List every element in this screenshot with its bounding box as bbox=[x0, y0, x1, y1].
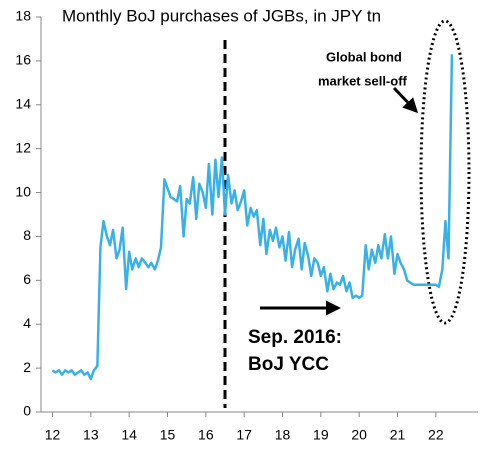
x-tick-label: 20 bbox=[351, 427, 367, 443]
annotation: BoJ YCC bbox=[248, 354, 329, 375]
x-tick-label: 22 bbox=[428, 427, 444, 443]
highlight-ellipse bbox=[419, 19, 471, 325]
annotation: Global bond bbox=[326, 49, 402, 64]
y-tick-label: 8 bbox=[23, 227, 31, 243]
y-tick-label: 0 bbox=[23, 403, 31, 419]
y-tick-label: 6 bbox=[23, 271, 31, 287]
y-tick-label: 16 bbox=[15, 52, 31, 68]
arrow bbox=[392, 86, 419, 114]
chart-title: Monthly BoJ purchases of JGBs, in JPY tn bbox=[62, 6, 381, 25]
x-tick-label: 18 bbox=[275, 427, 291, 443]
y-tick-label: 2 bbox=[23, 359, 31, 375]
x-tick-label: 15 bbox=[160, 427, 176, 443]
y-tick-label: 10 bbox=[15, 183, 31, 199]
x-tick-label: 21 bbox=[390, 427, 406, 443]
y-tick-label: 18 bbox=[15, 8, 31, 24]
x-tick-label: 16 bbox=[198, 427, 214, 443]
data-line bbox=[51, 54, 454, 381]
x-tick-label: 17 bbox=[236, 427, 252, 443]
y-tick-label: 14 bbox=[15, 95, 31, 111]
x-tick-label: 14 bbox=[121, 427, 137, 443]
x-tick-label: 13 bbox=[83, 427, 99, 443]
y-tick-label: 12 bbox=[15, 139, 31, 155]
annotation: market sell-off bbox=[318, 73, 408, 88]
x-tick-label: 12 bbox=[45, 427, 61, 443]
y-tick-label: 4 bbox=[23, 315, 31, 331]
x-tick-label: 19 bbox=[313, 427, 329, 443]
annotation: Sep. 2016: bbox=[248, 327, 342, 348]
